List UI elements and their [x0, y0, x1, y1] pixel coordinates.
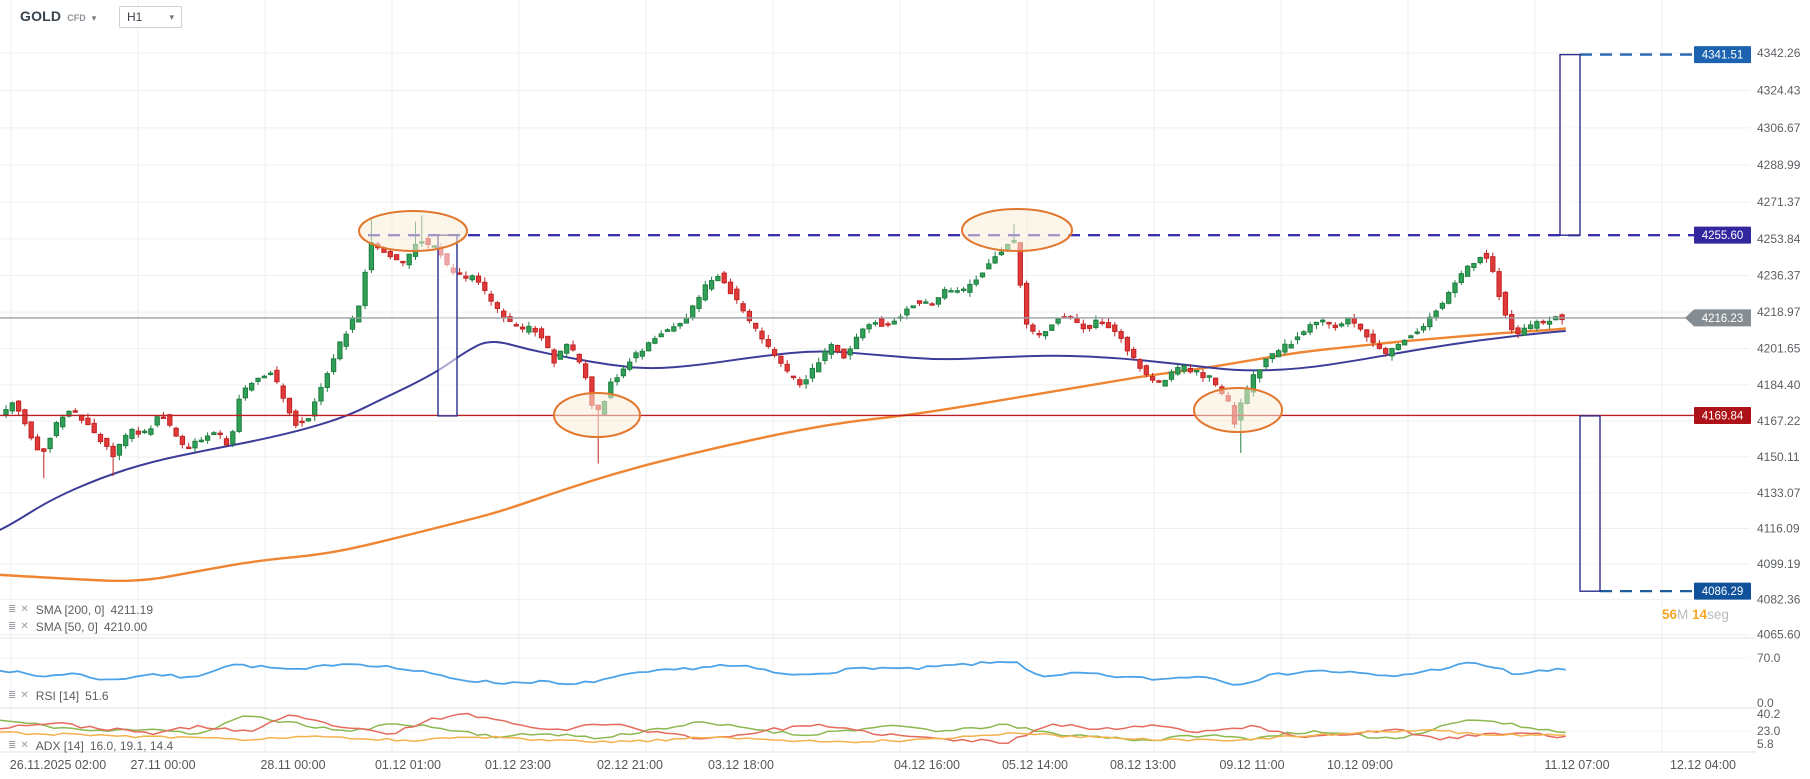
- svg-text:05.12 14:00: 05.12 14:00: [1002, 758, 1068, 772]
- svg-text:4150.11: 4150.11: [1757, 450, 1800, 464]
- pane-dividers: [0, 637, 1756, 753]
- close-icon[interactable]: ✕: [20, 690, 29, 701]
- svg-text:70.0: 70.0: [1757, 651, 1781, 665]
- svg-text:4236.37: 4236.37: [1757, 269, 1801, 283]
- timeframe-dropdown[interactable]: H1 ▾: [119, 6, 182, 28]
- svg-text:04.12 16:00: 04.12 16:00: [894, 758, 960, 772]
- gridlines: [0, 0, 1750, 752]
- chevron-down-icon: ▾: [91, 13, 97, 23]
- drawing-ellipses[interactable]: [358, 208, 1283, 438]
- svg-text:4341.51: 4341.51: [1702, 50, 1744, 62]
- svg-text:4342.26: 4342.26: [1757, 46, 1801, 60]
- indicator-value: 4210.00: [103, 620, 148, 634]
- close-icon[interactable]: ✕: [20, 621, 29, 632]
- svg-text:4133.07: 4133.07: [1757, 486, 1801, 500]
- svg-text:4324.43: 4324.43: [1757, 83, 1801, 97]
- indicator-row-sma200: ≣ ✕ SMA [200, 0] 4211.19: [8, 603, 153, 617]
- svg-text:4253.84: 4253.84: [1757, 232, 1801, 246]
- svg-text:4201.65: 4201.65: [1757, 342, 1801, 356]
- settings-icon[interactable]: ≣: [8, 740, 17, 751]
- settings-icon[interactable]: ≣: [8, 604, 17, 615]
- svg-text:01.12 23:00: 01.12 23:00: [485, 758, 551, 772]
- svg-text:4099.19: 4099.19: [1757, 557, 1801, 571]
- indicator-label: SMA [200, 0]: [35, 603, 105, 617]
- svg-text:08.12 13:00: 08.12 13:00: [1110, 758, 1176, 772]
- indicator-row-adx: ≣ ✕ ADX [14] 16.0, 19.1, 14.4: [8, 739, 173, 753]
- countdown-seconds-unit: seg: [1707, 607, 1729, 622]
- svg-text:27.11 00:00: 27.11 00:00: [130, 758, 195, 772]
- svg-text:26.11.2025 02:00: 26.11.2025 02:00: [10, 758, 106, 772]
- indicator-row-rsi: ≣ ✕ RSI [14] 51.6: [8, 689, 109, 703]
- svg-text:23.0: 23.0: [1757, 724, 1781, 738]
- price-level-lines[interactable]: [0, 53, 1694, 593]
- adx-lines: [0, 712, 1566, 744]
- svg-text:0.0: 0.0: [1757, 696, 1774, 710]
- price-axis[interactable]: 4342.26 4324.43 4306.67 4288.99 4271.37 4253.…: [1757, 46, 1801, 751]
- indicator-label: ADX [14]: [35, 739, 84, 753]
- svg-text:28.11 00:00: 28.11 00:00: [260, 758, 325, 772]
- svg-text:09.12 11:00: 09.12 11:00: [1219, 758, 1284, 772]
- drawing-rectangles[interactable]: [437, 53, 1601, 592]
- rsi-line: [0, 661, 1566, 686]
- chevron-down-icon: ▾: [169, 11, 174, 22]
- svg-text:11.12 07:00: 11.12 07:00: [1544, 758, 1609, 772]
- svg-text:02.12 21:00: 02.12 21:00: [597, 758, 663, 772]
- svg-text:4184.40: 4184.40: [1757, 378, 1801, 392]
- svg-text:4086.29: 4086.29: [1702, 586, 1744, 598]
- symbol-name: GOLD: [20, 8, 62, 24]
- candlestick-series: [3, 215, 1565, 479]
- settings-icon[interactable]: ≣: [8, 690, 17, 701]
- indicator-label: RSI [14]: [35, 689, 80, 703]
- svg-text:40.2: 40.2: [1757, 707, 1781, 721]
- close-icon[interactable]: ✕: [20, 740, 29, 751]
- indicator-value: 4211.19: [110, 603, 154, 617]
- svg-text:4065.60: 4065.60: [1757, 628, 1801, 642]
- svg-text:4288.99: 4288.99: [1757, 158, 1801, 172]
- sma-200-line: [0, 327, 1567, 583]
- indicator-row-sma50: ≣ ✕ SMA [50, 0] 4210.00: [8, 620, 147, 634]
- countdown-seconds: 14: [1692, 607, 1708, 622]
- svg-text:4169.84: 4169.84: [1702, 410, 1744, 422]
- countdown-minutes: 56: [1662, 607, 1678, 622]
- bar-close-countdown: 56M 14seg: [1662, 607, 1729, 622]
- timeframe-value: H1: [127, 10, 143, 24]
- svg-text:4082.36: 4082.36: [1757, 592, 1801, 606]
- svg-text:01.12 01:00: 01.12 01:00: [375, 758, 441, 772]
- svg-text:10.12 09:00: 10.12 09:00: [1327, 758, 1393, 772]
- svg-text:4271.37: 4271.37: [1757, 195, 1801, 209]
- instrument-type-label: CFD: [67, 13, 86, 23]
- svg-text:4255.60: 4255.60: [1702, 230, 1744, 242]
- svg-text:4306.67: 4306.67: [1757, 121, 1801, 135]
- svg-text:4216.23: 4216.23: [1702, 313, 1744, 325]
- indicator-value: 51.6: [85, 689, 109, 703]
- svg-text:4116.09: 4116.09: [1757, 521, 1800, 535]
- close-icon[interactable]: ✕: [20, 604, 29, 615]
- indicator-label: SMA [50, 0]: [35, 620, 98, 634]
- svg-text:12.12 04:00: 12.12 04:00: [1670, 758, 1736, 772]
- svg-text:4167.22: 4167.22: [1757, 414, 1801, 428]
- svg-text:5.8: 5.8: [1757, 737, 1774, 751]
- symbol-selector[interactable]: GOLD CFD ▾: [20, 8, 96, 24]
- price-badges[interactable]: 4341.51 4255.60 4216.23 4169.84 4086.29: [1685, 46, 1751, 600]
- countdown-minutes-unit: M: [1677, 607, 1689, 622]
- indicator-value: 16.0, 19.1, 14.4: [89, 739, 174, 753]
- time-axis[interactable]: 26.11.2025 02:00 27.11 00:00 28.11 00:00 01…: [10, 758, 1736, 772]
- settings-icon[interactable]: ≣: [8, 621, 17, 632]
- svg-text:4218.97: 4218.97: [1757, 305, 1801, 319]
- svg-text:03.12 18:00: 03.12 18:00: [708, 758, 774, 772]
